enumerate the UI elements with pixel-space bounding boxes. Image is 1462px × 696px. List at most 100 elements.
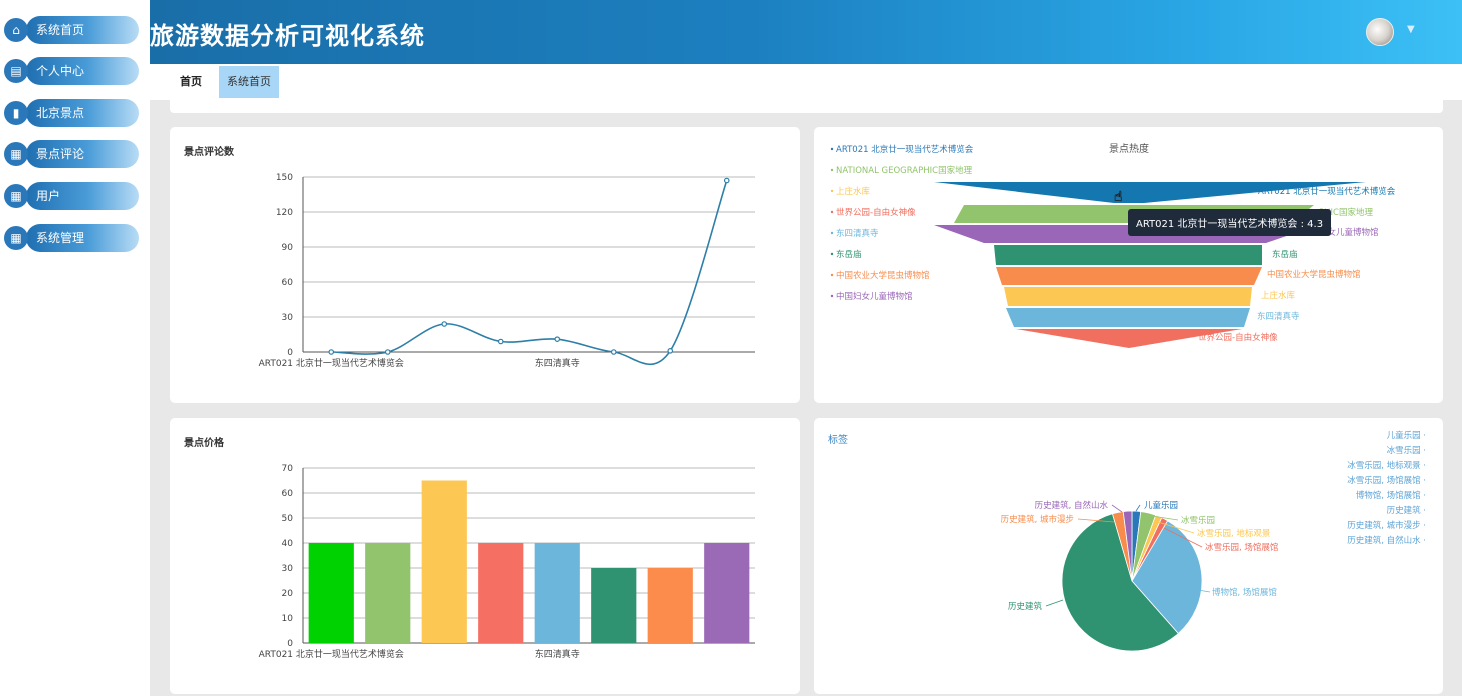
price-bar [591,568,637,643]
y-tick-label: 150 [276,173,293,183]
price-bar-chart: 0 10 20 30 40 50 60 70 ART021 北京廿一现当代艺术博览会 东四清真寺 [259,464,755,660]
funnel-label: ART021 北京廿一现当代艺术博览会 [1258,186,1396,197]
top-header: 旅游数据分析可视化系统 ▼ [150,0,1462,64]
pie-label: 历史建筑, 城市漫步 [1001,514,1074,525]
funnel-legend-item: 东岳庙 [836,249,862,260]
line-point [554,336,561,342]
line-point [667,348,674,354]
tab-system-home[interactable]: 系统首页 [219,66,279,98]
y-tick-label: 30 [282,313,294,323]
funnel-tooltip: ART021 北京廿一现当代艺术博览会 : 4.3 [1128,209,1332,236]
comments-line-chart: 0 30 60 90 120 150 ART021 北京廿一现当代艺术博览会 东四清真寺 [259,173,755,369]
funnel-layer [994,245,1262,265]
y-tick-label: 30 [282,564,294,574]
heat-funnel-chart: ART021 北京廿一现当代艺术博览会 NATIONAL GEOGRAPHIC国家… [830,144,1396,348]
pie-leader-line [1135,504,1141,512]
pie-label: 冰雪乐园, 地标观景 [1197,528,1270,539]
pie-legend-item: 冰雪乐园 · [1387,445,1426,456]
pie-leader-line [1163,527,1203,548]
pie-leader-line [1045,599,1064,607]
funnel-label: 中国农业大学昆虫博物馆 [1267,269,1361,280]
sidebar-item-label: 系统首页 [26,16,139,44]
y-tick-label: 60 [282,278,294,288]
sidebar-item-label: 系统管理 [26,224,139,252]
user-avatar[interactable] [1366,18,1394,46]
line-point [723,177,730,184]
funnel-layer [934,182,1366,203]
pie-legend-item: 儿童乐园 · [1387,430,1426,441]
tags-card: 标签 儿童乐园 · 冰雪乐园 · 冰雪乐园, 地标观景 · 冰雪乐园, 场馆展馆 · 博… [814,418,1443,694]
y-tick-label: 70 [282,464,294,474]
pie-slice [1061,513,1179,652]
funnel-label: PHIC国家地理 [1319,207,1373,218]
pie-leader-line [1157,521,1195,534]
pie-legend-item: 历史建筑 · [1387,505,1426,516]
price-bar [704,543,750,643]
pie-label: 历史建筑 [1008,601,1043,612]
funnel-legend-item: 东四清真寺 [836,228,879,239]
funnel-layer [996,267,1262,285]
legend-dot [830,273,834,277]
menu-icon: ▦ [4,142,28,166]
pie-label: 冰雪乐园, 场馆展馆 [1205,542,1278,553]
price-bar [308,543,354,643]
price-bar [365,543,411,643]
sidebar-item-label: 景点评论 [26,140,139,168]
legend-dot [830,252,834,256]
cursor-hand-icon: ☝ [1114,189,1123,205]
funnel-legend-item: NATIONAL GEOGRAPHIC国家地理 [836,165,973,176]
funnel-layer [1016,329,1242,348]
legend-dot [830,231,834,235]
y-tick-label: 40 [282,539,294,549]
funnel-legend-item: 世界公园-自由女神像 [836,207,916,218]
funnel-layer [1006,308,1250,327]
price-bar [478,543,524,643]
sidebar-item-4[interactable]: ▦ 用户 [4,182,139,210]
funnel-label: 世界公园-自由女神像 [1198,332,1278,343]
heat-card-title: 景点热度 [1109,144,1149,155]
y-tick-label: 60 [282,489,294,499]
pie-label: 儿童乐园 [1144,500,1178,511]
app-title: 旅游数据分析可视化系统 [150,22,425,50]
pie-legend-item: 博物馆, 场馆展馆 · [1356,490,1426,501]
pie-leader-line [1111,504,1123,513]
x-tick-label: ART021 北京廿一现当代艺术博览会 [259,648,404,660]
y-tick-label: 50 [282,514,294,524]
legend-dot [830,210,834,214]
sidebar-item-label: 个人中心 [26,57,139,85]
y-tick-label: 10 [282,614,294,624]
sidebar-item-3[interactable]: ▦ 景点评论 [4,140,139,168]
chevron-down-icon[interactable]: ▼ [1407,24,1415,35]
top-panel-strip [170,98,1443,113]
tags-pie-chart: 儿童乐园 · 冰雪乐园 · 冰雪乐园, 地标观景 · 冰雪乐园, 场馆展馆 · 博物馆,… [1001,430,1426,652]
funnel-legend-item: 上庄水库 [836,186,871,197]
sidebar-item-0[interactable]: ⌂ 系统首页 [4,16,139,44]
pie-legend-item: 历史建筑, 自然山水 · [1347,535,1426,546]
price-bar [421,480,467,643]
legend-dot [830,294,834,298]
sidebar-item-1[interactable]: ▤ 个人中心 [4,57,139,85]
funnel-layer [1004,287,1252,306]
y-tick-label: 20 [282,589,294,599]
menu-icon: ⌂ [4,18,28,42]
menu-icon: ▦ [4,184,28,208]
tab-home[interactable]: 首页 [180,75,202,88]
menu-icon: ▤ [4,59,28,83]
heat-card: ART021 北京廿一现当代艺术博览会 NATIONAL GEOGRAPHIC国家… [814,127,1443,403]
y-tick-label: 120 [276,208,293,218]
line-point [384,349,391,355]
x-tick-label: 东四清真寺 [535,648,580,660]
funnel-label: 妇女儿童博物馆 [1319,227,1379,238]
sidebar-item-5[interactable]: ▦ 系统管理 [4,224,139,252]
pie-legend-item: 冰雪乐园, 场馆展馆 · [1347,475,1426,486]
sidebar-item-2[interactable]: ▮ 北京景点 [4,99,139,127]
funnel-label: 东四清真寺 [1257,311,1300,322]
legend-dot [830,189,834,193]
sidebar: ⌂ 系统首页 ▤ 个人中心 ▮ 北京景点 ▦ 景点评论 ▦ 用户 ▦ 系统管理 [0,0,150,696]
y-tick-label: 0 [287,639,293,649]
tab-bar: 首页 系统首页 [150,64,1462,100]
y-tick-label: 0 [287,348,293,358]
legend-dot [830,168,834,172]
pie-legend-item: 历史建筑, 城市漫步 · [1347,520,1426,531]
x-tick-label: 东四清真寺 [535,357,580,369]
